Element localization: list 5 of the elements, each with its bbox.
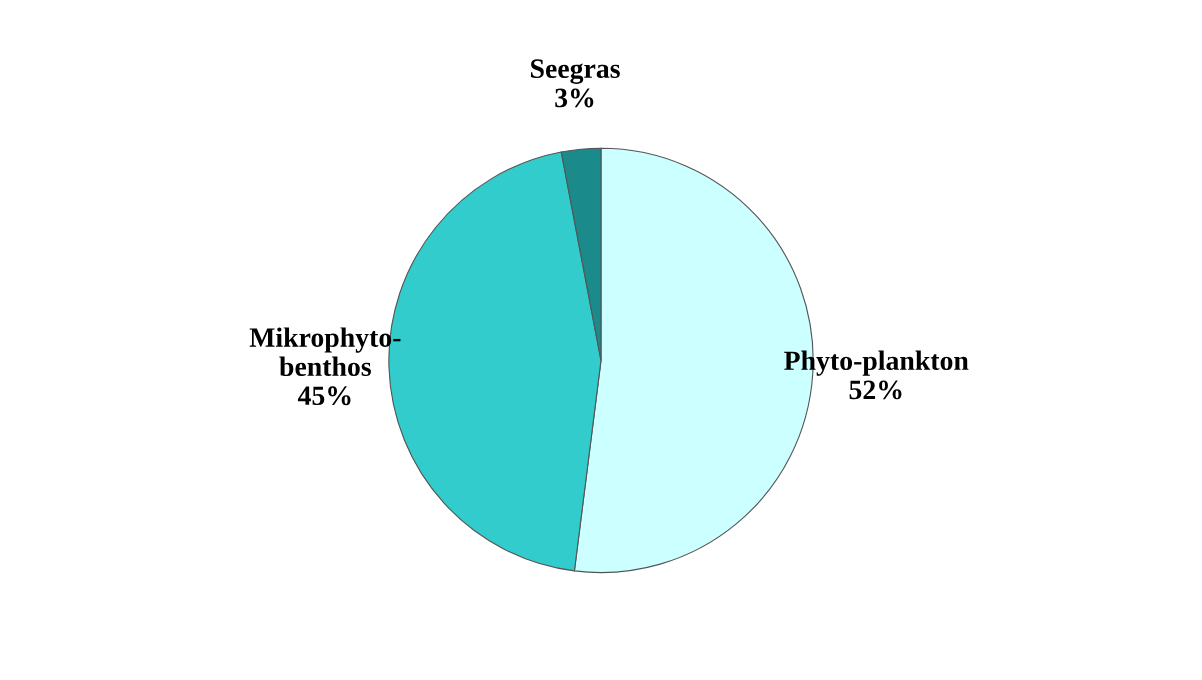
slice-label: Seegras xyxy=(531,59,620,84)
data-label: 52% xyxy=(849,380,902,400)
slice-label: Phyto-plankton xyxy=(784,350,969,376)
data-label: 45% xyxy=(297,386,351,406)
data-label: 3% xyxy=(555,88,594,108)
